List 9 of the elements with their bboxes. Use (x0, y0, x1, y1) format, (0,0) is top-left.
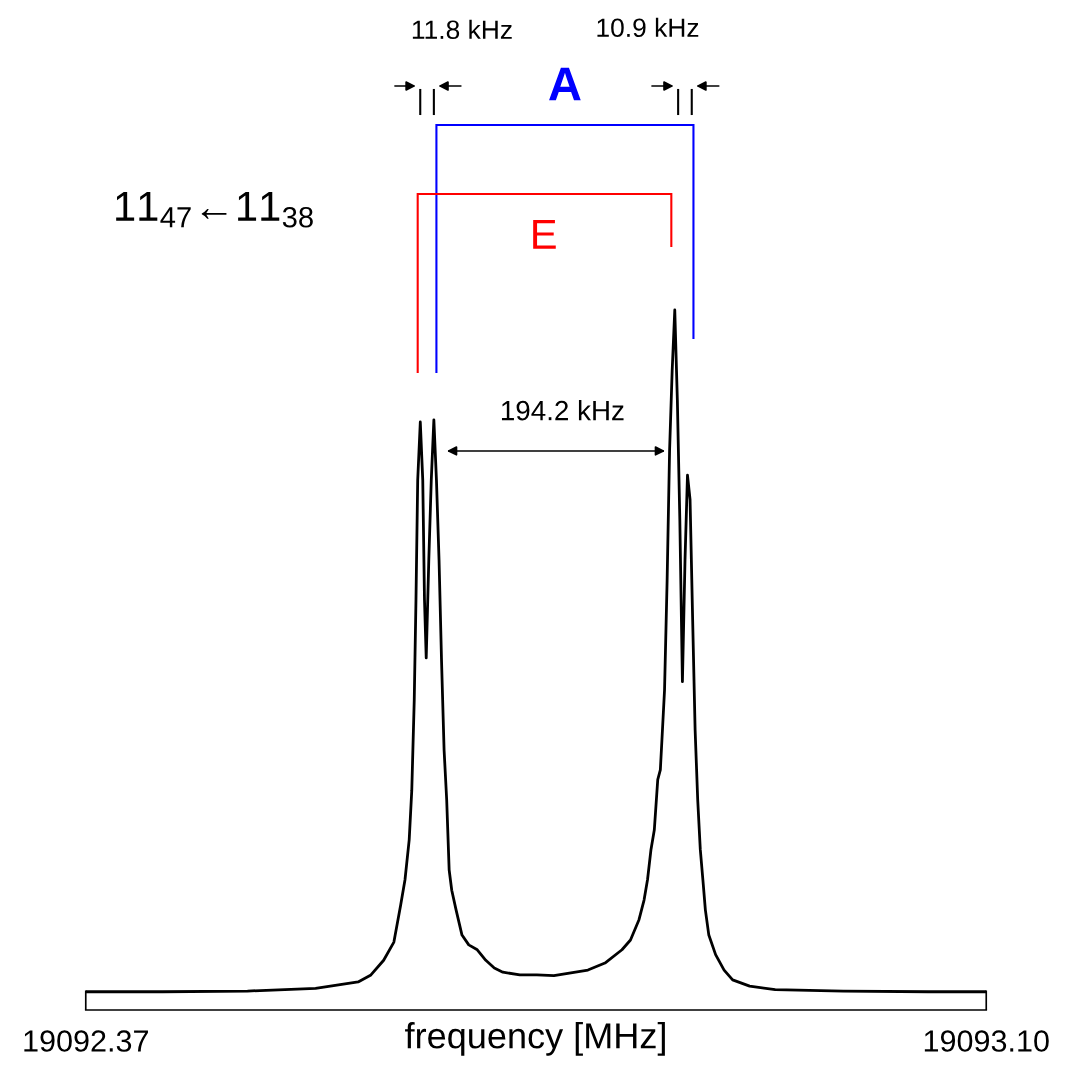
text: 11$_{47}$←11$_{38}$ (116, 192, 313, 228)
x-axis-title: frequency [MHz] (405, 1022, 665, 1056)
text: A (549, 67, 581, 101)
text: 10.9 kHz (597, 17, 699, 38)
annotation: 194.2 kHz (501, 400, 624, 421)
text: 11.8 kHz (412, 19, 512, 40)
x-tick-label: 19093.10 (924, 1030, 1049, 1052)
text: E (533, 220, 556, 249)
x-tick-label: 19092.37 (24, 1030, 148, 1052)
